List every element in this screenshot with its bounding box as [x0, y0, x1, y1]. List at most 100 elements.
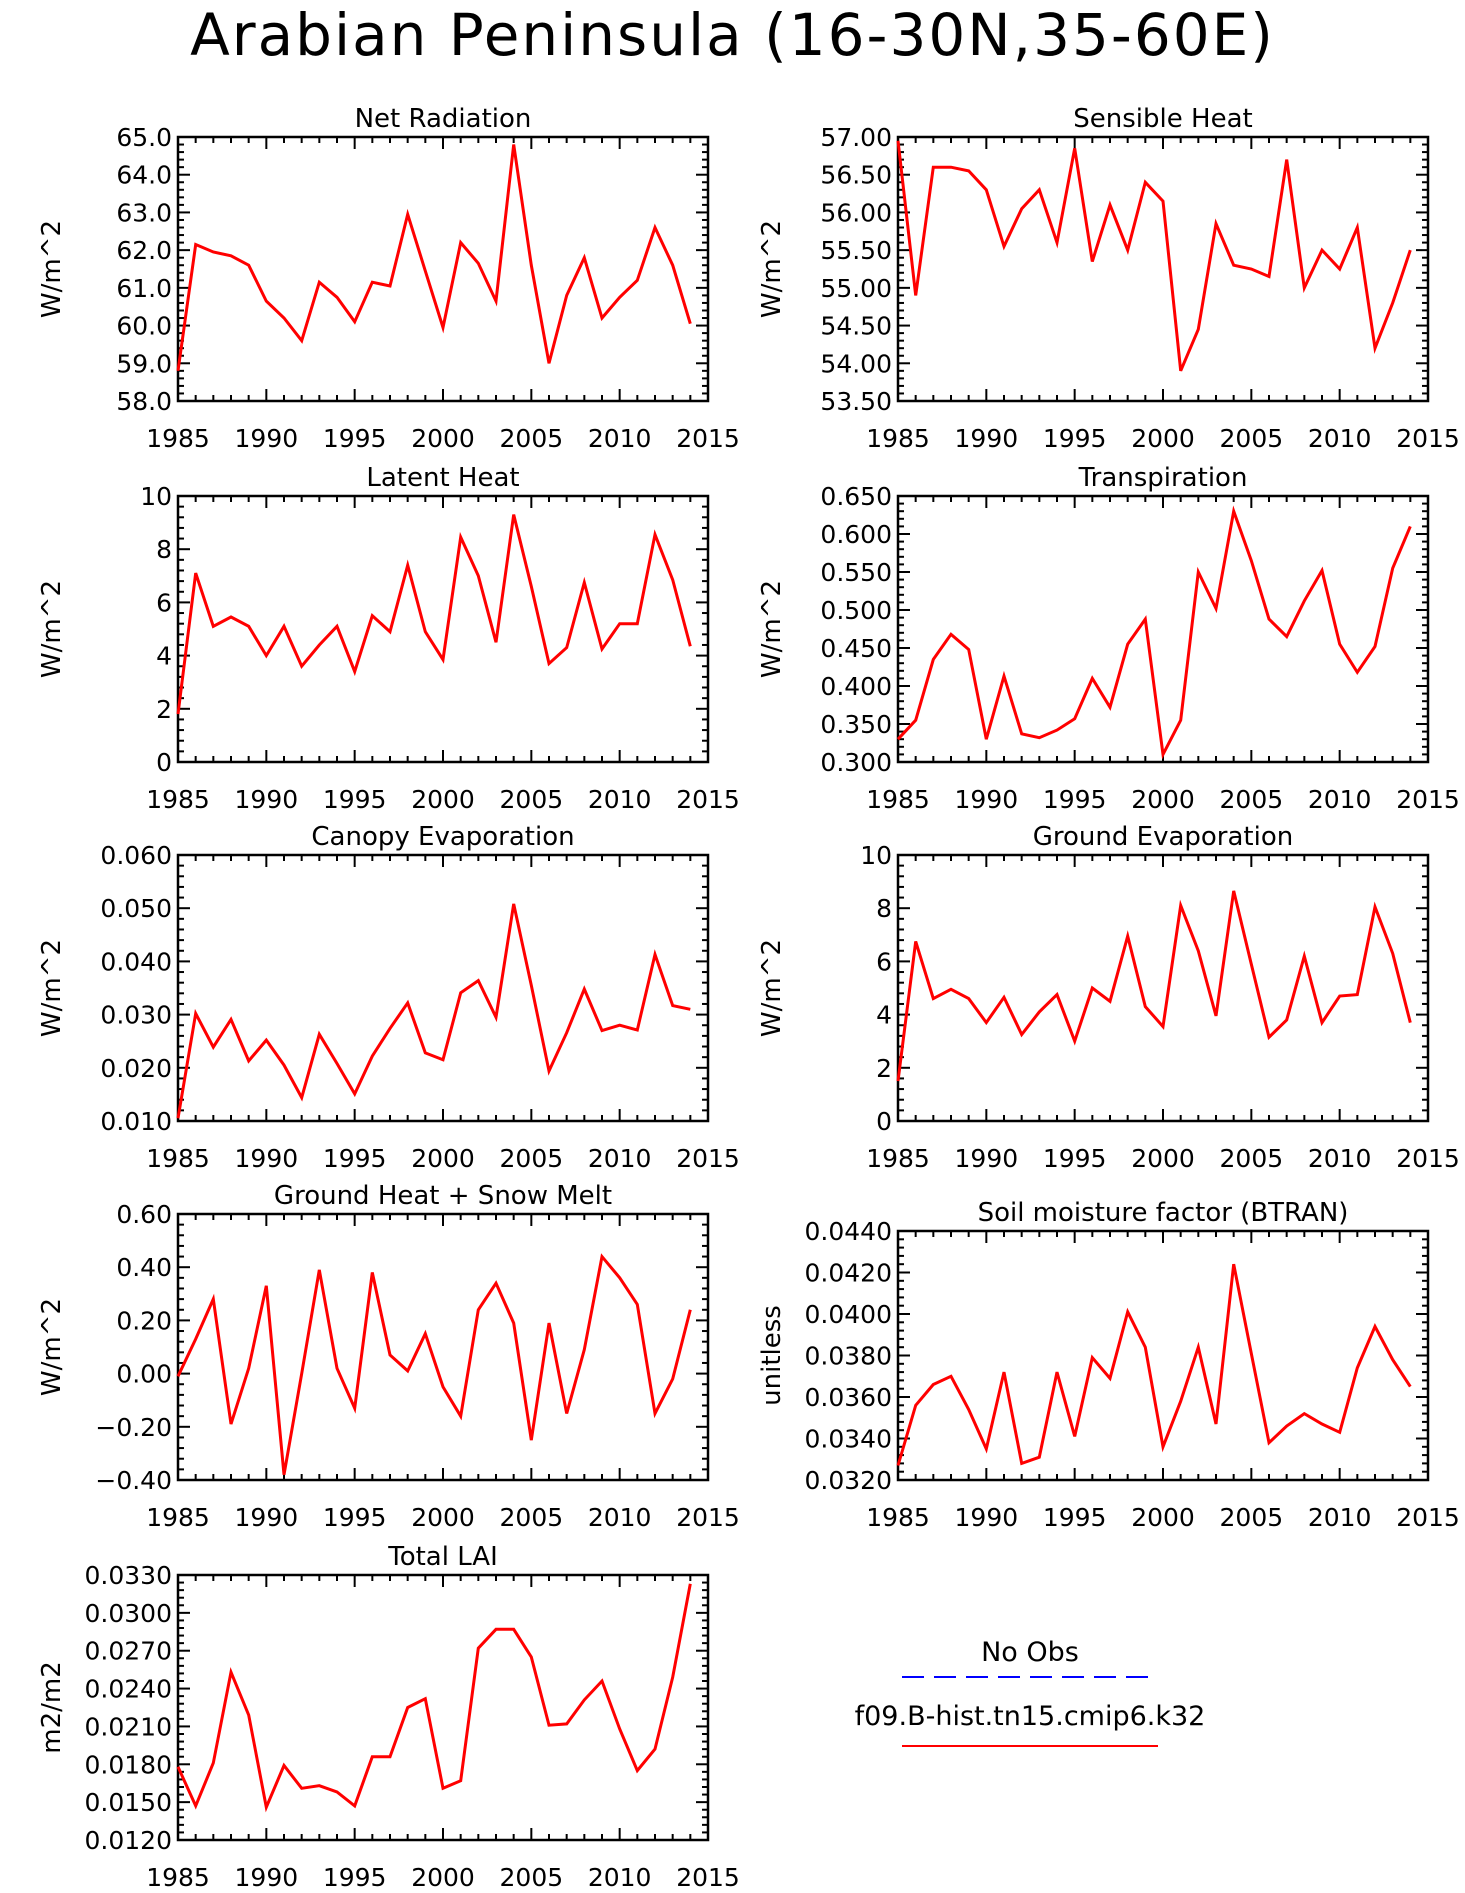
y-axis-label: W/m^2 [37, 220, 67, 318]
panel-title: Total LAI [387, 1542, 498, 1572]
plot-frame [176, 1212, 710, 1482]
x-tick-label: 1985 [146, 1863, 210, 1892]
panel-title: Canopy Evaporation [311, 822, 574, 852]
x-tick-label: 2010 [1308, 1144, 1372, 1173]
panel-title: Latent Heat [366, 463, 519, 493]
page-title: Arabian Peninsula (16-30N,35-60E) [190, 1, 1275, 69]
y-tick-label: 0.030 [100, 1001, 172, 1030]
y-tick-label: 0.0120 [85, 1826, 172, 1855]
x-tick-label: 1985 [146, 1503, 210, 1532]
x-tick-label: 2015 [676, 785, 740, 814]
panel-5: 1985 1990 1995 2000 2005 2010 2015 0.010 0.020 0.… [37, 822, 740, 1173]
y-tick-label: 54.50 [820, 312, 892, 341]
y-tick-label: 0.60 [116, 1200, 172, 1229]
y-axis-label: W/m^2 [757, 939, 787, 1037]
x-tick-label: 2005 [1220, 1144, 1284, 1173]
y-tick-label: 62.0 [116, 236, 172, 265]
y-tick-label: 0.0300 [85, 1599, 172, 1628]
panel-9: 1985 1990 1995 2000 2005 2010 2015 0.0120 0.0150… [37, 1542, 740, 1892]
plot-frame [896, 135, 1430, 403]
x-tick-label: 1985 [146, 785, 210, 814]
x-tick-label: 1995 [323, 785, 387, 814]
panel-2: 1985 1990 1995 2000 2005 2010 2015 53.50 54.00 54… [757, 104, 1460, 453]
y-tick-label: 0.00 [116, 1360, 172, 1389]
x-tick-label: 2000 [411, 1863, 475, 1892]
y-tick-label: 53.50 [820, 387, 892, 416]
x-tick-label: 1990 [235, 1503, 299, 1532]
x-tick-label: 1995 [323, 1503, 387, 1532]
x-tick-label: 2005 [1220, 424, 1284, 453]
panel-title: Transpiration [1078, 463, 1248, 493]
y-axis-label: W/m^2 [37, 1298, 67, 1396]
series-line [176, 903, 691, 1119]
y-tick-label: 10 [860, 841, 892, 870]
y-tick-label: −0.20 [95, 1413, 172, 1442]
x-tick-label: 2010 [1308, 424, 1372, 453]
y-tick-label: 0.400 [820, 672, 892, 701]
y-tick-label: 0 [876, 1107, 892, 1136]
y-tick-label: 0.0360 [805, 1383, 892, 1412]
x-tick-label: 2015 [676, 424, 740, 453]
y-tick-label: 54.00 [820, 349, 892, 378]
y-tick-label: 0.0210 [85, 1712, 172, 1741]
y-tick-label: 0.040 [100, 947, 172, 976]
y-tick-label: 0.500 [820, 596, 892, 625]
x-tick-label: 2000 [411, 1503, 475, 1532]
panel-6: 1985 1990 1995 2000 2005 2010 2015 0 2 4 6 8 10 Groun… [757, 822, 1460, 1173]
y-tick-label: 0.020 [100, 1054, 172, 1083]
x-tick-label: 1985 [866, 1503, 930, 1532]
y-tick-label: 0.0270 [85, 1637, 172, 1666]
series-line [896, 1263, 1412, 1466]
x-tick-label: 2000 [1131, 785, 1195, 814]
series-line [896, 505, 1412, 760]
x-tick-label: 1990 [955, 1503, 1019, 1532]
x-tick-label: 1985 [866, 1144, 930, 1173]
x-tick-label: 2000 [1131, 424, 1195, 453]
y-axis-label: W/m^2 [37, 580, 67, 678]
x-tick-label: 1990 [235, 1144, 299, 1173]
x-tick-label: 1995 [323, 1863, 387, 1892]
x-tick-label: 2010 [1308, 785, 1372, 814]
panel-title: Ground Heat + Snow Melt [274, 1181, 612, 1211]
y-tick-label: 0.0180 [85, 1750, 172, 1779]
x-tick-label: 2015 [1396, 424, 1460, 453]
x-tick-label: 1995 [323, 1144, 387, 1173]
y-axis-label: unitless [757, 1305, 787, 1406]
y-tick-label: 65.0 [116, 123, 172, 152]
x-tick-label: 1985 [866, 785, 930, 814]
x-tick-label: 1995 [1043, 1503, 1107, 1532]
y-tick-label: 58.0 [116, 387, 172, 416]
plot-frame [176, 494, 710, 764]
x-tick-label: 1985 [146, 1144, 210, 1173]
y-tick-label: 0.20 [116, 1306, 172, 1335]
x-tick-label: 1990 [235, 424, 299, 453]
y-tick-label: 6 [156, 588, 172, 617]
x-tick-label: 2000 [1131, 1503, 1195, 1532]
legend: No Obs f09.B-hist.tn15.cmip6.k32 [855, 1637, 1205, 1747]
x-tick-label: 2015 [1396, 1144, 1460, 1173]
x-tick-label: 2005 [500, 785, 564, 814]
x-tick-label: 2005 [1220, 785, 1284, 814]
y-tick-label: 10 [140, 482, 172, 511]
x-tick-label: 2010 [1308, 1503, 1372, 1532]
y-tick-label: 61.0 [116, 274, 172, 303]
y-tick-label: 0.550 [820, 558, 892, 587]
y-tick-label: 0.350 [820, 710, 892, 739]
panel-4: 1985 1990 1995 2000 2005 2010 2015 0.300 0.350 0.… [757, 463, 1460, 814]
y-tick-label: 0.300 [820, 748, 892, 777]
x-tick-label: 1990 [235, 1863, 299, 1892]
y-tick-label: 2 [156, 695, 172, 724]
series-line [896, 140, 1412, 372]
y-tick-label: 2 [876, 1054, 892, 1083]
series-line [176, 514, 692, 715]
y-tick-label: 0.0330 [85, 1561, 172, 1590]
panels: 1985 1990 1995 2000 2005 2010 201558.059.060.0… [37, 104, 1460, 1892]
y-axis-label: m2/m2 [37, 1661, 67, 1754]
x-tick-label: 2010 [588, 1863, 652, 1892]
y-tick-label: 0.600 [820, 520, 892, 549]
x-tick-label: 2015 [676, 1863, 740, 1892]
y-tick-label: 0.450 [820, 634, 892, 663]
plot-frame [176, 1573, 710, 1842]
x-tick-label: 1995 [1043, 785, 1107, 814]
panel-title: Ground Evaporation [1033, 822, 1293, 852]
